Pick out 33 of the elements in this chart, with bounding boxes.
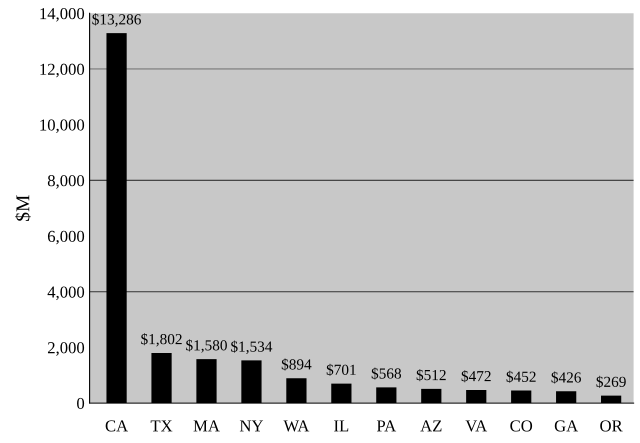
data-label: $1,580 [186,339,227,353]
y-tick-label: 2,000 [48,342,84,356]
x-tick-label: OR [600,420,623,432]
data-label: $1,802 [141,333,182,346]
x-tick-label: GA [554,420,578,432]
data-label: $452 [506,370,536,383]
x-tick-label: IL [334,420,348,432]
x-tick-label: PA [376,420,396,432]
data-label: $472 [462,370,491,382]
x-tick-label: AZ [420,420,442,432]
x-tick-label: MA [194,420,220,432]
x-tick-label: CO [510,420,532,432]
y-tick-label: 8,000 [48,175,84,189]
data-label: $701 [326,364,356,376]
y-tick-label: 10,000 [40,119,84,134]
data-label: $269 [596,376,626,388]
data-label: $894 [282,358,312,371]
data-label: $426 [552,371,581,384]
x-tick-label: VA [465,420,488,432]
data-label: $568 [372,367,402,380]
x-tick-label: NY [240,420,264,432]
x-tick-label: WA [283,420,310,432]
y-tick-label: 12,000 [40,64,84,78]
data-label: $512 [416,369,446,382]
data-label: $1,534 [231,340,272,354]
y-tick-label: 14,000 [40,8,84,22]
y-tick-label: 0 [77,398,84,410]
data-label: $13,286 [92,13,141,27]
x-tick-label: TX [150,420,172,432]
y-tick-label: 6,000 [48,230,84,244]
y-tick-label: 4,000 [48,286,84,300]
x-tick-label: CA [106,420,128,432]
y-axis-title: $M [15,195,31,221]
